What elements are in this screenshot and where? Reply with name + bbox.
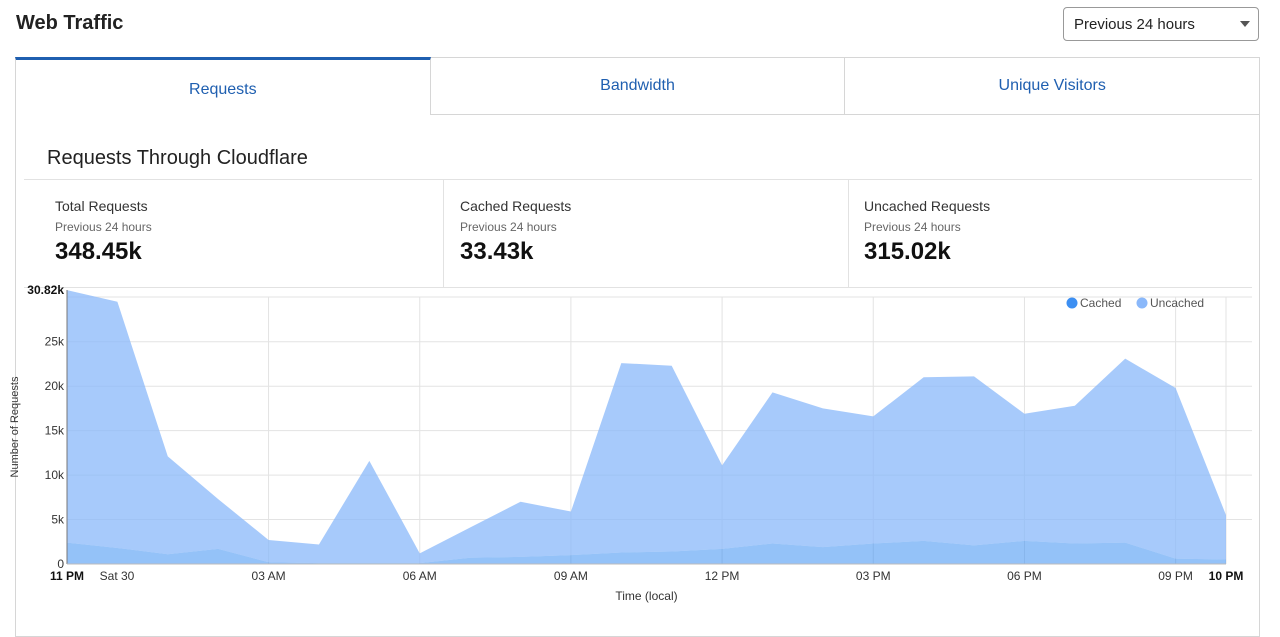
stat-label: Total Requests (55, 198, 148, 214)
stat-uncached-requests: Uncached Requests Previous 24 hours 315.… (849, 180, 1252, 287)
y-tick-label: 5k (51, 513, 65, 527)
x-tick-label: 09 PM (1158, 569, 1193, 583)
stat-value: 33.43k (460, 238, 534, 265)
tab-unique-visitors[interactable]: Unique Visitors (845, 57, 1261, 115)
x-tick-label: 03 AM (252, 569, 286, 583)
x-tick-label: 10 PM (1209, 569, 1244, 583)
legend-label: Uncached (1150, 296, 1204, 310)
y-tick-label: 0 (57, 557, 64, 571)
time-range-value: Previous 24 hours (1074, 15, 1195, 33)
x-tick-label: 03 PM (856, 569, 891, 583)
stat-value: 348.45k (55, 238, 142, 265)
stat-cached-requests: Cached Requests Previous 24 hours 33.43k (444, 180, 849, 287)
x-tick-label: 11 PM (50, 569, 84, 583)
page-title: Web Traffic (16, 12, 124, 34)
x-axis-title: Time (local) (615, 589, 677, 603)
y-tick-label: 10k (45, 468, 65, 482)
x-tick-label: Sat 30 (100, 569, 135, 583)
y-tick-label: 25k (45, 335, 65, 349)
stat-period: Previous 24 hours (864, 220, 961, 234)
series-area-uncached (67, 290, 1226, 564)
section-title: Requests Through Cloudflare (47, 147, 308, 169)
stat-label: Uncached Requests (864, 198, 991, 214)
legend-swatch (1136, 297, 1148, 309)
stat-label: Cached Requests (460, 198, 572, 214)
requests-area-chart: 0 5k 10k 15k 20k 25k 30.82k 11 PM Sat 30 03 AM 06 … (9, 283, 1252, 603)
stats-row: Total Requests Previous 24 hours 348.45k… (24, 179, 1252, 288)
y-max-label: 30.82k (27, 283, 64, 297)
legend-label: Cached (1080, 296, 1121, 310)
y-tick-label: 20k (45, 379, 65, 393)
tab-bandwidth[interactable]: Bandwidth (430, 57, 846, 115)
x-tick-label: 06 AM (403, 569, 437, 583)
x-tick-label: 09 AM (554, 569, 588, 583)
series-area-cached (67, 540, 1226, 564)
stat-period: Previous 24 hours (460, 220, 557, 234)
stat-total-requests: Total Requests Previous 24 hours 348.45k (24, 180, 444, 287)
legend-swatch (1066, 297, 1078, 309)
x-tick-label: 06 PM (1007, 569, 1042, 583)
stat-value: 315.02k (864, 238, 951, 265)
tab-requests[interactable]: Requests (15, 57, 431, 115)
y-tick-label: 15k (45, 424, 65, 438)
traffic-tabs: Requests Bandwidth Unique Visitors (15, 57, 1261, 115)
stat-period: Previous 24 hours (55, 220, 152, 234)
x-tick-label: 12 PM (705, 569, 740, 583)
time-range-select[interactable]: Previous 24 hours (1063, 7, 1259, 41)
y-axis-title: Number of Requests (9, 376, 21, 477)
chevron-down-icon (1240, 21, 1250, 27)
